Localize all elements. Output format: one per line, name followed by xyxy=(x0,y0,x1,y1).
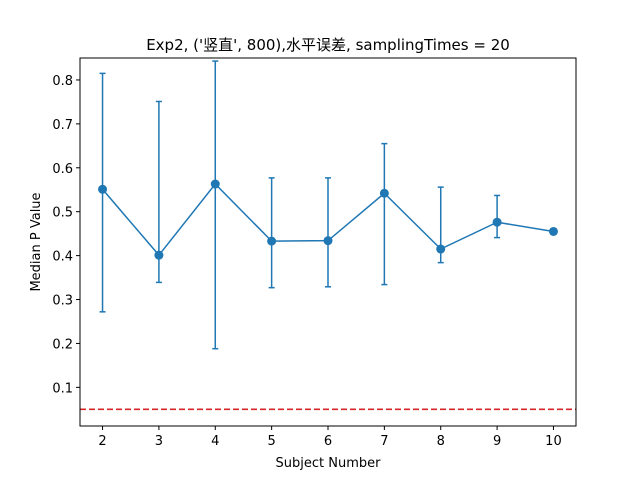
y-tick-label: 0.2 xyxy=(52,337,73,352)
data-point xyxy=(492,217,502,227)
plot-area xyxy=(80,60,576,411)
x-axis-label: Subject Number xyxy=(276,456,382,471)
x-tick-label: 2 xyxy=(98,434,106,449)
data-point xyxy=(379,188,389,198)
data-point xyxy=(436,244,446,254)
data-point xyxy=(154,250,164,260)
data-point xyxy=(267,236,277,246)
x-tick-label: 7 xyxy=(380,434,388,449)
x-tick-label: 4 xyxy=(211,434,219,449)
x-tick-label: 9 xyxy=(493,434,501,449)
y-tick-label: 0.5 xyxy=(52,206,73,221)
y-tick-label: 0.4 xyxy=(52,250,73,265)
y-tick-label: 0.3 xyxy=(52,294,73,309)
y-tick-label: 0.7 xyxy=(52,118,73,133)
chart-title: Exp2, ('竖直', 800),水平误差, samplingTimes = … xyxy=(146,36,510,54)
y-tick-label: 0.1 xyxy=(52,381,73,396)
y-axis-label: Median P Value xyxy=(29,192,44,291)
data-point xyxy=(210,179,220,189)
y-axis: 0.1 0.2 0.3 0.4 0.5 0.6 0.7 0.8 xyxy=(52,74,80,396)
x-axis: 2 3 4 5 6 7 8 9 10 xyxy=(98,426,562,449)
y-tick-label: 0.6 xyxy=(52,162,73,177)
x-tick-label: 5 xyxy=(267,434,275,449)
data-point xyxy=(323,236,333,246)
x-tick-label: 6 xyxy=(324,434,332,449)
y-tick-label: 0.8 xyxy=(52,74,73,89)
x-tick-label: 8 xyxy=(437,434,445,449)
x-tick-label: 10 xyxy=(545,434,562,449)
data-point xyxy=(548,226,558,236)
data-point xyxy=(98,184,108,194)
x-tick-label: 3 xyxy=(155,434,163,449)
